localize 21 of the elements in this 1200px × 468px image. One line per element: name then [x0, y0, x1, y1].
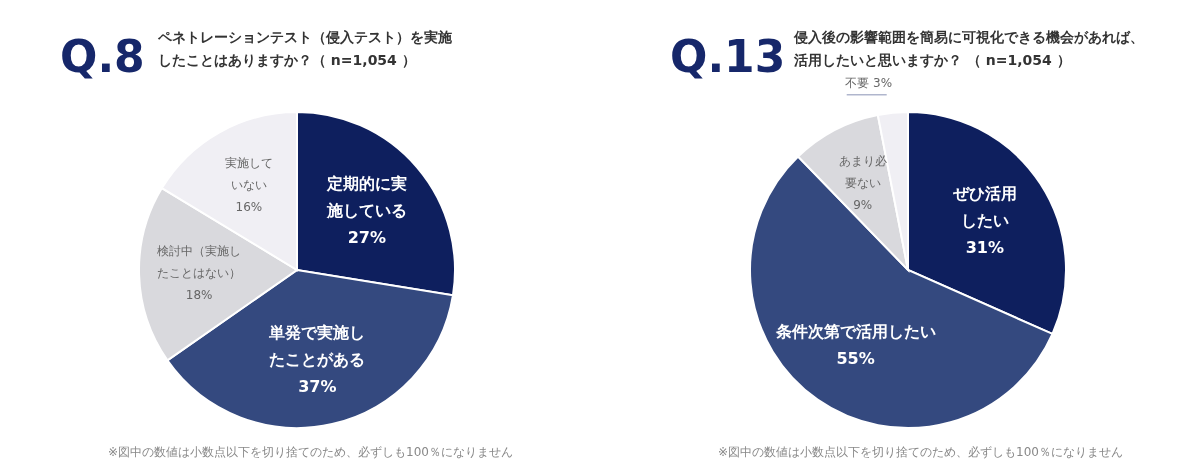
slice-label: 検討中（実施したことはない） — [157, 244, 242, 281]
slice-label: 不要 3% — [845, 75, 893, 90]
data-label: 27% — [347, 228, 386, 248]
slice-label: あまり必要ない — [838, 154, 887, 191]
slice-label: 単発で実施したことがある — [268, 322, 366, 369]
slice-label: 定期的に実施している — [325, 174, 407, 221]
text: ※図中の数値は小数点以下を切り捨てのため、必ずしも100％になりません — [108, 445, 513, 459]
chart-subtitle: ペネトレーションテスト（侵入テスト）を実施したことはありますか？（ n=1,054 ） — [157, 29, 453, 68]
chart-title: Q.13 — [670, 31, 786, 82]
slice-label: 条件次第で活用したい — [774, 322, 936, 342]
data-label: 18% — [185, 288, 213, 303]
slice-label: ぜひ活用したい — [951, 183, 1017, 230]
chart-title: Q.8 — [60, 31, 145, 82]
data-label: 16% — [235, 199, 263, 214]
slice-label: 実施していない — [224, 155, 273, 192]
text: ※図中の数値は小数点以下を切り捨てのため、必ずしも100％になりません — [718, 445, 1123, 459]
data-label: 37% — [298, 376, 337, 396]
chart-subtitle: 侵入後の影響範囲を簡易に可視化できる機会があれば、活用したいと思いますか？ （ n=1,054 ） — [793, 29, 1144, 68]
data-label: 9% — [853, 198, 873, 213]
data-label: 55% — [836, 349, 875, 369]
data-label: 31% — [965, 237, 1004, 257]
